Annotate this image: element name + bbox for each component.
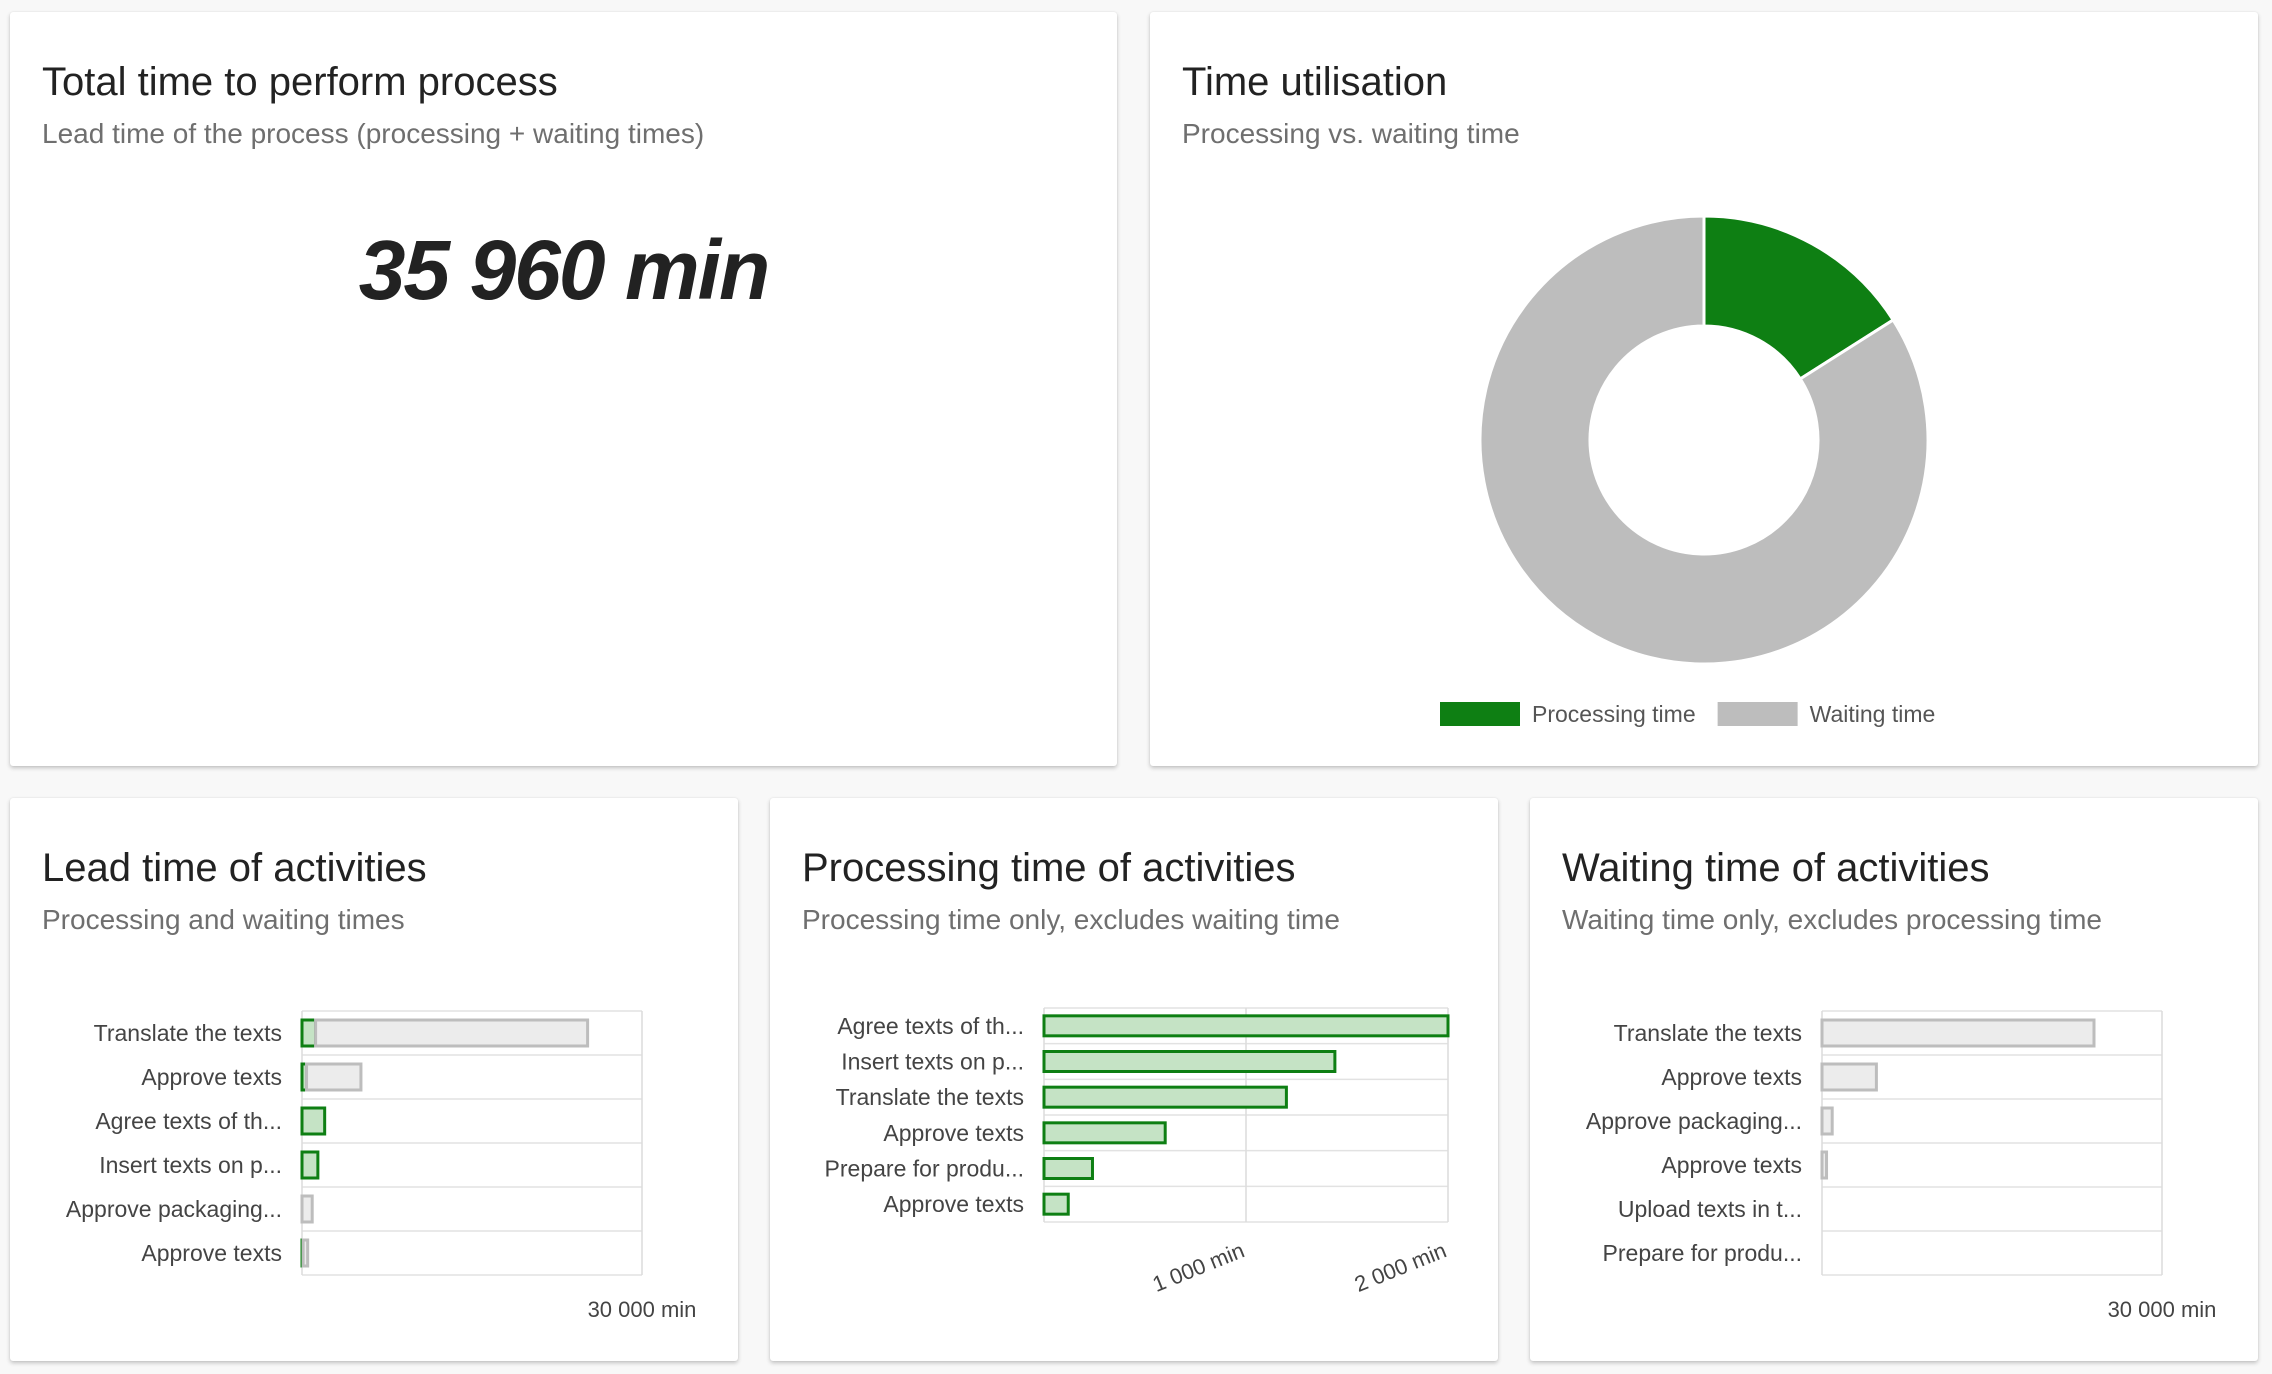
legend-label[interactable]: Processing time xyxy=(1532,701,1696,727)
bar[interactable] xyxy=(1820,1018,2096,1048)
waiting-time-card: Waiting time of activities Waiting time … xyxy=(1530,798,2258,1361)
category-label: Approve texts xyxy=(1661,1064,1802,1090)
card-title: Time utilisation xyxy=(1182,60,1448,104)
bar[interactable] xyxy=(300,1194,314,1224)
tick-label: 1 000 min xyxy=(1149,1237,1248,1296)
category-label: Prepare for produ... xyxy=(1603,1240,1802,1266)
bar[interactable] xyxy=(1042,1157,1094,1180)
card-subtitle: Processing vs. waiting time xyxy=(1182,118,1520,149)
category-label: Approve texts xyxy=(883,1120,1024,1146)
bar[interactable] xyxy=(300,1150,320,1180)
card-subtitle: Lead time of the process (processing + w… xyxy=(42,118,705,149)
donut-slice xyxy=(1702,214,1896,381)
bar[interactable] xyxy=(1820,1106,1834,1136)
legend-label[interactable]: Waiting time xyxy=(1810,701,1936,727)
plot-area xyxy=(301,1010,643,1276)
card-subtitle: Processing time only, excludes waiting t… xyxy=(802,904,1340,935)
tick-label: 30 000 min xyxy=(588,1297,697,1322)
waiting-time-bar-chart: Translate the texts Approve texts Approve … xyxy=(1586,1010,2217,1322)
category-label: Approve texts xyxy=(1661,1152,1802,1178)
card-title: Waiting time of activities xyxy=(1562,846,1990,890)
plot-area xyxy=(1821,1010,2163,1276)
processing-time-card: Processing time of activities Processing… xyxy=(770,798,1498,1361)
category-label: Approve texts xyxy=(883,1191,1024,1217)
category-label: Approve packaging... xyxy=(66,1196,282,1222)
time-utilisation-card: Time utilisation Processing vs. waiting … xyxy=(1150,12,2258,766)
category-label: Insert texts on p... xyxy=(99,1152,282,1178)
category-label: Approve packaging... xyxy=(1586,1108,1802,1134)
category-label: Translate the texts xyxy=(836,1084,1024,1110)
bar[interactable] xyxy=(1042,1085,1288,1109)
category-label: Insert texts on p... xyxy=(841,1049,1024,1075)
category-label: Prepare for produ... xyxy=(825,1156,1024,1182)
category-label: Agree texts of th... xyxy=(95,1108,282,1134)
total-time-value: 35 960 min xyxy=(358,223,771,317)
card-title: Processing time of activities xyxy=(802,846,1296,890)
category-label: Translate the texts xyxy=(1614,1020,1802,1046)
bar[interactable] xyxy=(1042,1192,1070,1216)
card-title: Total time to perform process xyxy=(42,60,558,104)
lead-time-bar-chart: Translate the texts Approve texts Agree te… xyxy=(66,1010,697,1322)
category-label: Translate the texts xyxy=(94,1020,282,1046)
bar[interactable] xyxy=(300,1106,327,1136)
bar[interactable] xyxy=(1042,1121,1167,1145)
card-title: Lead time of activities xyxy=(42,846,427,890)
total-time-card: Total time to perform process Lead time … xyxy=(10,12,1117,766)
legend-swatch xyxy=(1717,702,1798,726)
card-subtitle: Processing and waiting times xyxy=(42,904,405,935)
bar[interactable] xyxy=(1820,1062,1878,1092)
bar[interactable] xyxy=(305,1062,363,1092)
utilisation-donut-chart: Processing time Waiting time xyxy=(1440,214,1936,727)
bar[interactable] xyxy=(1042,1050,1337,1073)
category-label: Upload texts in t... xyxy=(1618,1196,1802,1222)
bar[interactable] xyxy=(301,1238,310,1268)
donut-slice xyxy=(1478,214,1930,666)
bar[interactable] xyxy=(1820,1150,1829,1180)
tick-label: 30 000 min xyxy=(2108,1297,2217,1322)
lead-time-card: Lead time of activities Processing and w… xyxy=(10,798,738,1361)
category-label: Agree texts of th... xyxy=(837,1013,1024,1039)
processing-time-bar-chart: Agree texts of th... Insert texts on p...… xyxy=(825,1007,1450,1297)
bar[interactable] xyxy=(1042,1014,1450,1038)
tick-label: 2 000 min xyxy=(1351,1237,1450,1296)
category-label: Approve texts xyxy=(141,1240,282,1266)
card-subtitle: Waiting time only, excludes processing t… xyxy=(1562,904,2102,935)
legend-swatch xyxy=(1440,702,1520,726)
bar[interactable] xyxy=(300,1018,318,1048)
category-label: Approve texts xyxy=(141,1064,282,1090)
bar[interactable] xyxy=(314,1018,590,1048)
plot-area xyxy=(1043,1007,1449,1223)
